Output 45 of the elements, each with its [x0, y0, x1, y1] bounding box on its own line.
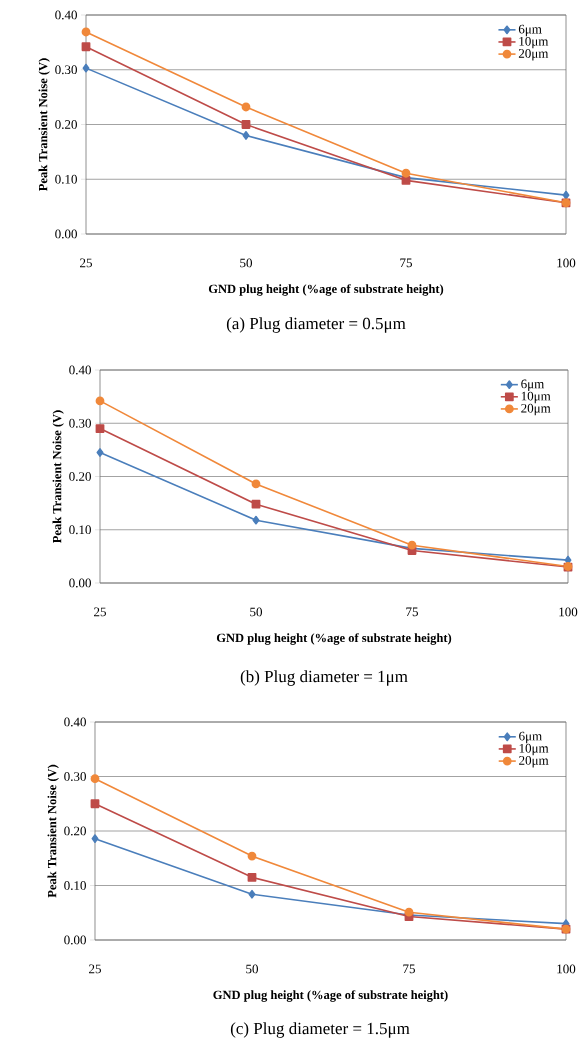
y-tick-label: 0.40	[55, 10, 77, 20]
y-tick-label: 0.20	[55, 120, 77, 129]
x-tick-label: 100	[557, 964, 576, 974]
x-tick-label: 50	[250, 607, 262, 617]
legend-label: 20μm	[518, 49, 549, 61]
x-tick-label: 50	[240, 258, 252, 268]
x-tick-label: 25	[94, 607, 106, 617]
legend-label: 6μm	[521, 379, 545, 391]
x-axis-title: GND plug height (%age of substrate height)	[213, 990, 448, 1002]
y-tick-label: 0.10	[69, 525, 91, 535]
x-axis-title: GND plug height (%age of substrate height)	[216, 633, 452, 645]
legend-label: 10μm	[519, 36, 549, 49]
legend-label: 20μm	[521, 403, 551, 416]
x-tick-label: 75	[406, 607, 418, 617]
y-tick-label: 0.40	[64, 717, 86, 727]
x-tick-label: 75	[400, 258, 412, 268]
x-tick-label: 100	[557, 258, 576, 268]
y-tick-label: 0.00	[64, 935, 86, 945]
text: (a) Plug diameter = 0.5μm	[226, 317, 406, 333]
legend-label: 20μm	[519, 756, 549, 768]
y-tick-label: 0.00	[69, 578, 91, 588]
y-axis-title: Peak Transient Noise (V)	[52, 410, 64, 543]
x-tick-label: 25	[89, 964, 101, 974]
x-tick-label: 75	[403, 964, 415, 974]
x-tick-label: 100	[559, 607, 578, 617]
legend-label: 6μm	[518, 24, 542, 37]
y-axis-title: Peak Transient Noise (V)	[47, 764, 59, 898]
legend-label: 6μm	[519, 731, 542, 744]
x-axis-title: GND plug height (%age of substrate height)	[208, 284, 444, 296]
y-axis-title: Peak Transient Noise (V)	[38, 58, 50, 191]
legend-label: 10μm	[519, 743, 549, 756]
y-tick-label: 0.20	[64, 826, 86, 836]
y-tick-label: 0.00	[55, 229, 77, 239]
text: (c) Plug diameter = 1.5μm	[230, 1022, 410, 1038]
y-tick-label: 0.10	[64, 881, 86, 890]
y-tick-label: 0.20	[69, 472, 91, 481]
text: (b) Plug diameter = 1μm	[240, 670, 408, 686]
y-tick-label: 0.30	[55, 65, 77, 75]
y-tick-label: 0.30	[64, 772, 86, 781]
x-tick-label: 25	[80, 258, 92, 268]
y-tick-label: 0.30	[69, 418, 91, 428]
legend-label: 10μm	[521, 391, 551, 404]
y-tick-label: 0.10	[55, 174, 77, 184]
x-tick-label: 50	[246, 964, 258, 974]
y-tick-label: 0.40	[69, 365, 91, 375]
